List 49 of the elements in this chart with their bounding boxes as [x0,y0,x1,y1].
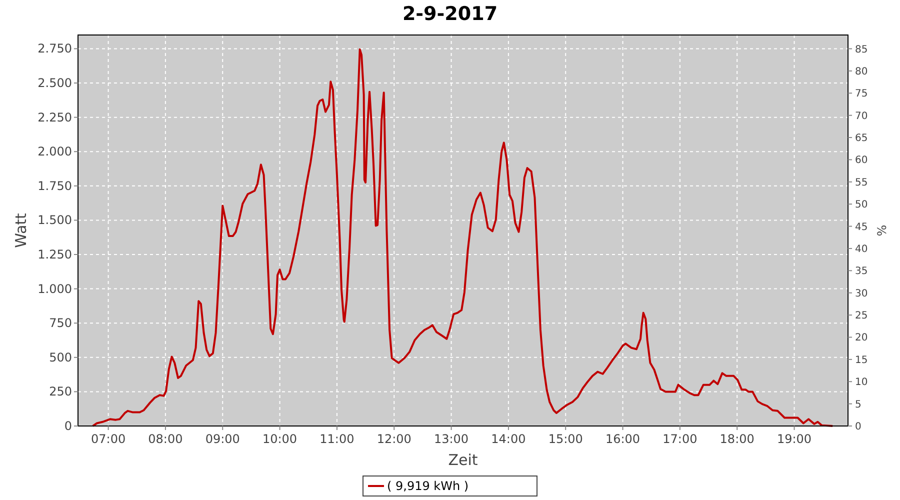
y2-axis-title: % [875,224,889,236]
y-tick-label: 1.750 [38,178,72,193]
y-tick-label: 1.250 [38,248,72,262]
y2-tick-label: 25 [855,310,868,322]
y2-tick-label: 35 [855,266,868,278]
chart-title: 2-9-2017 [402,3,498,25]
y2-tick-label: 30 [855,288,868,300]
y2-tick-label: 65 [855,133,868,144]
x-tick-label: 17:00 [662,432,698,446]
y-tick-label: 1.000 [38,282,72,296]
y-tick-label: 2.750 [38,42,72,56]
y-axis-title: Watt [12,212,30,248]
x-tick-label: 19:00 [776,432,812,446]
y2-tick-label: 20 [855,332,868,344]
y-tick-label: 500 [49,350,72,364]
y-tick-label: 2.250 [38,110,72,124]
y2-tick-label: 0 [855,422,862,432]
x-axis-title: Zeit [448,451,478,469]
x-tick-label: 15:00 [548,432,583,446]
y-tick-label: 1.500 [38,213,72,228]
y2-tick-label: 80 [855,66,868,78]
y2-tick-label: 85 [855,44,868,56]
y2-tick-label: 50 [855,200,868,211]
legend-label: ( 9,919 kWh ) [387,479,469,493]
x-tick-label: 08:00 [148,432,183,446]
x-tick-label: 10:00 [262,432,298,446]
line-series [92,48,834,427]
x-tick-label: 11:00 [320,432,354,446]
y-tick-label: 2.000 [38,144,72,159]
x-tick-label: 12:00 [376,432,412,446]
y2-tick-label: 5 [855,399,862,410]
x-tick-label: 14:00 [491,432,526,446]
y-tick-label: 750 [49,316,72,330]
y2-tick-label: 15 [855,354,868,366]
y2-tick-label: 55 [855,177,868,188]
y2-tick-label: 10 [855,377,868,388]
y2-tick-label: 45 [855,222,868,233]
y2-tick-label: 60 [855,155,868,166]
y-tick-label: 0 [64,419,72,433]
y2-tick-label: 75 [855,88,868,100]
x-tick-label: 09:00 [205,432,240,446]
y-tick-label: 250 [49,384,72,399]
x-tick-label: 16:00 [605,432,640,446]
y2-tick-label: 40 [855,244,868,255]
y-tick-label: 2.500 [38,76,72,90]
x-tick-label: 18:00 [720,432,754,446]
x-tick-label: 13:00 [434,432,469,446]
x-tick-label: 07:00 [91,432,126,446]
y2-tick-label: 70 [855,110,868,122]
